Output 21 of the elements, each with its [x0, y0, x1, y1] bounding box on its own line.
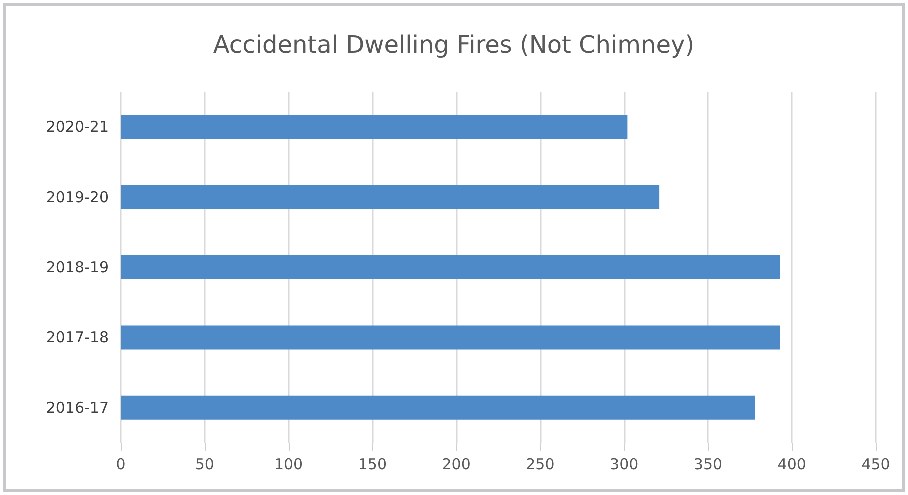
y-tick-label: 2020-21	[46, 118, 109, 136]
x-tick-label: 50	[195, 456, 214, 474]
chart-title: Accidental Dwelling Fires (Not Chimney)	[213, 31, 695, 59]
bar	[121, 396, 756, 420]
x-tick-label: 250	[526, 456, 555, 474]
bar	[121, 326, 780, 350]
bar	[121, 256, 780, 280]
y-tick-label: 2017-18	[46, 328, 109, 347]
x-tick-label: 350	[694, 456, 723, 474]
bar	[121, 185, 660, 210]
x-tick-label: 100	[274, 456, 304, 474]
x-tick-label: 300	[610, 456, 639, 474]
y-tick-label: 2019-20	[46, 188, 109, 206]
x-tick-label: 450	[862, 456, 890, 474]
x-tick-label: 150	[358, 456, 387, 474]
y-tick-label: 2016-17	[46, 398, 109, 417]
x-tick-label: 200	[442, 456, 471, 474]
y-tick-label: 2018-19	[46, 258, 109, 276]
x-tick-label: 400	[778, 456, 806, 474]
x-tick-label: 0	[116, 456, 126, 474]
bar	[121, 115, 628, 140]
